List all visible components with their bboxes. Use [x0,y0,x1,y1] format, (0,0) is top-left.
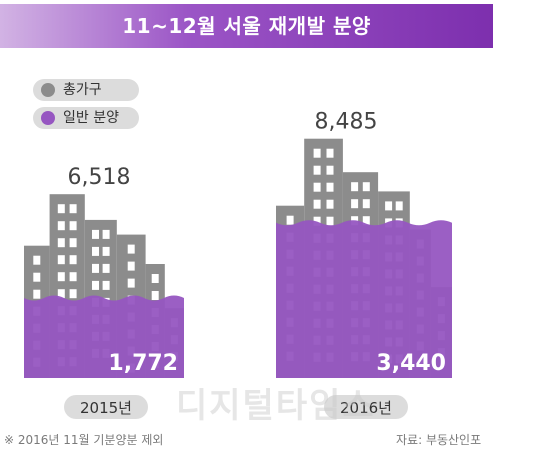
legend-label-general: 일반 분양 [63,110,119,126]
building-window [69,221,77,231]
building-window [57,272,65,282]
year-label-2016년: 2016년 [340,399,392,417]
building-window [151,274,159,283]
footnote: ※ 2016년 11월 기분양분 제외 [4,433,164,447]
general-fill-2016년 [276,220,452,378]
general-label-2015년: 1,772 [108,351,178,376]
building-window [313,216,321,226]
source-credit: 자료: 부동산인포 [396,433,482,447]
building-window [326,199,334,209]
building-window [57,289,65,299]
year-pill-2016년 [324,395,408,419]
building-window [351,199,359,209]
watermark: 디지털타임스 [176,386,376,426]
building-window [92,229,99,239]
year-label-2015년: 2015년 [80,399,132,417]
legend-item-general: 일반 분양 [33,107,139,129]
building-window [92,246,99,256]
building-window [151,291,159,300]
building-window [286,215,294,225]
building-window [127,244,135,254]
building-window [33,272,41,282]
building-window [351,182,359,192]
year-pill-2015년 [64,395,148,419]
building-window [127,278,135,288]
building-window [69,238,77,248]
legend-dot-general [41,111,55,125]
building-window [102,280,110,290]
total-label-2016년: 8,485 [315,110,378,135]
building-window [313,148,321,158]
building-window [326,165,334,175]
building-window [326,182,334,192]
legend-item-total: 총가구 [33,79,139,101]
building-window [69,272,77,282]
building-window [57,204,65,214]
building-window [313,182,321,192]
general-fill-2015년 [24,295,184,378]
building-window [92,263,99,273]
building-window [57,221,65,231]
building-window [33,255,41,265]
total-label-2015년: 6,518 [68,165,131,190]
building-window [57,238,65,248]
building-window [395,201,403,211]
building-window [69,255,77,265]
building-window [102,263,110,273]
building-window [326,216,334,226]
building-window [326,148,334,158]
building-window [69,289,77,299]
building-window [33,289,41,299]
legend-dot-total [41,83,55,97]
building-window [362,182,370,192]
building-window [102,229,110,239]
building-window [385,201,393,211]
building-window [57,255,65,265]
chart-title: 11~12월 서울 재개발 분양 [122,14,371,38]
general-label-2016년: 3,440 [376,351,446,376]
building-window [313,199,321,209]
building-window [69,204,77,214]
building-window [362,216,370,226]
building-window [362,199,370,209]
building-window [313,165,321,175]
building-window [127,261,135,271]
building-window [92,280,99,290]
legend-label-total: 총가구 [63,82,102,98]
building-window [102,246,110,256]
title-banner [0,4,493,48]
